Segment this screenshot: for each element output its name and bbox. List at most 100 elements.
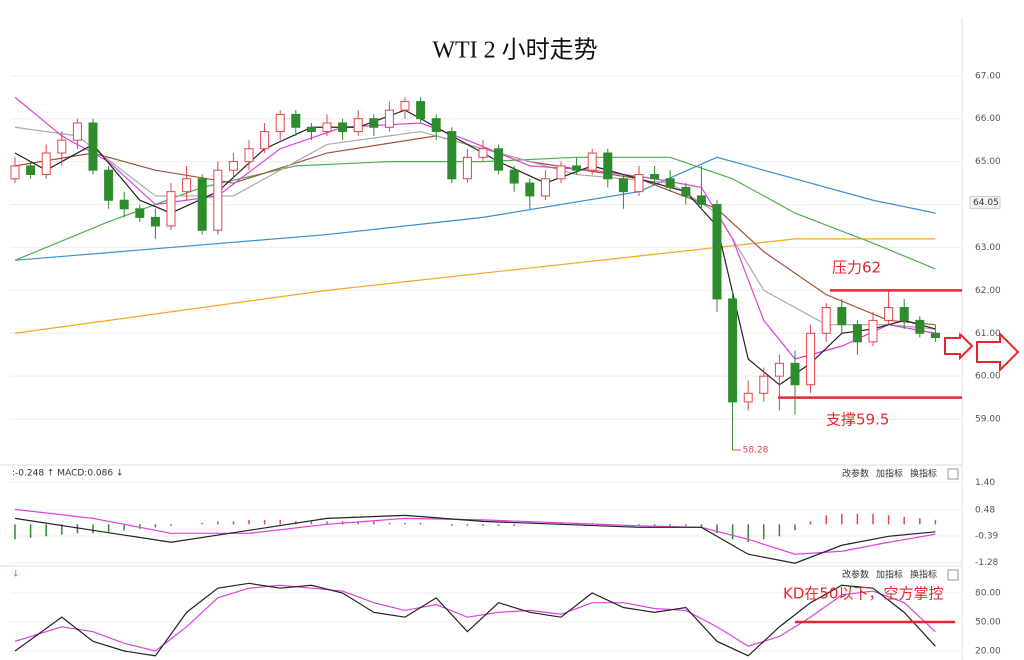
y-tick-label: -1.28 <box>975 558 999 568</box>
candle-body <box>416 101 426 120</box>
candle-body <box>306 126 316 133</box>
candle-body <box>743 392 753 403</box>
candle-body <box>634 173 644 193</box>
candle-body <box>556 165 566 180</box>
candle-body <box>150 216 160 227</box>
arrow-icon <box>976 331 1020 373</box>
panel-button[interactable]: 改参数 <box>842 468 869 480</box>
candle-body <box>431 118 441 133</box>
candle-body <box>650 173 660 180</box>
candle-body <box>400 101 410 111</box>
candle-body <box>353 118 363 133</box>
indicator-line <box>14 109 936 386</box>
panel-button[interactable]: 换指标 <box>910 569 937 581</box>
y-tick-label: 63.00 <box>975 243 1001 253</box>
candle-body <box>244 148 254 163</box>
y-tick-label: 61.00 <box>975 329 1001 339</box>
annotation-text: 压力62 <box>832 259 881 277</box>
candle-body <box>696 195 706 206</box>
candle-body <box>712 204 722 300</box>
candle-body <box>88 122 98 171</box>
y-tick-label: 20.00 <box>975 647 1001 657</box>
candle-body <box>884 307 894 321</box>
last-price-box <box>969 195 1001 209</box>
candle-body <box>790 362 800 386</box>
candle-body <box>759 375 769 394</box>
candle-body <box>603 152 613 180</box>
candle-body <box>447 131 457 180</box>
candle-body <box>665 178 675 188</box>
candle-body <box>41 152 51 175</box>
y-tick-label: -0.39 <box>975 531 999 541</box>
candle-body <box>618 178 628 193</box>
candle-body <box>915 319 925 334</box>
panel-header: ↓ <box>12 570 20 580</box>
candle-body <box>852 324 862 343</box>
candle-body <box>322 122 332 133</box>
y-tick-label: 62.00 <box>975 286 1001 296</box>
candle-body <box>821 307 831 334</box>
panel-header: :-0.248 ↑ MACD:0.086 ↓ <box>12 469 124 479</box>
candle-body <box>930 332 940 339</box>
low-label: 58.28 <box>743 445 769 455</box>
candle-body <box>260 131 270 150</box>
indicator-line <box>14 238 936 334</box>
candle-body <box>10 165 20 180</box>
indicator-line <box>14 582 936 657</box>
candle-body <box>104 169 114 201</box>
annotation-text: 支撑59.5 <box>826 411 889 429</box>
candle-body <box>338 122 348 133</box>
candle-body <box>291 113 301 128</box>
panel-button[interactable]: 换指标 <box>910 468 937 480</box>
candle-body <box>197 178 207 231</box>
candle-body <box>57 139 67 154</box>
y-tick-label: 66.00 <box>975 114 1001 124</box>
candle-body <box>899 307 909 321</box>
y-tick-label: 59.00 <box>975 415 1001 425</box>
close-button[interactable] <box>947 569 959 581</box>
candle-body <box>494 148 504 171</box>
candle-body <box>213 169 223 231</box>
candle-body <box>540 178 550 197</box>
y-tick-label: 1.40 <box>975 478 995 488</box>
candle-body <box>182 178 192 193</box>
candle-body <box>774 362 784 377</box>
candle-body <box>728 298 738 403</box>
y-tick-label: 67.00 <box>975 71 1001 81</box>
panel-button[interactable]: 改参数 <box>842 569 869 581</box>
candle-body <box>369 118 379 128</box>
candle-body <box>119 199 129 210</box>
candle-body <box>478 148 488 158</box>
y-tick-label: 0.48 <box>975 505 995 515</box>
candle-body <box>462 156 472 180</box>
panel-button[interactable]: 加指标 <box>876 569 903 581</box>
candle-body <box>837 307 847 326</box>
candle-body <box>525 182 535 197</box>
candle-body <box>166 191 176 227</box>
candle-body <box>228 161 238 171</box>
candle-body <box>681 186 691 197</box>
y-tick-label: 60.00 <box>975 372 1001 382</box>
y-tick-label: 50.00 <box>975 618 1001 628</box>
last-price-label: 64.05 <box>973 198 999 208</box>
candle-body <box>587 152 597 171</box>
candle-body <box>135 208 145 218</box>
candle-body <box>384 109 394 128</box>
candle-body <box>509 169 519 184</box>
arrow-icon <box>944 331 974 361</box>
indicator-line <box>14 584 936 652</box>
panel-button[interactable]: 加指标 <box>876 468 903 480</box>
candle-body <box>26 165 36 175</box>
candle-body <box>72 122 82 141</box>
candle-body <box>572 165 582 171</box>
candle-body <box>806 332 816 386</box>
chart-title: WTI 2 小时走势 <box>432 37 597 64</box>
candle-body <box>275 113 285 133</box>
y-tick-label: 80.00 <box>975 589 1001 599</box>
y-tick-label: 65.00 <box>975 157 1001 167</box>
close-button[interactable] <box>947 468 959 480</box>
indicator-line <box>14 508 936 555</box>
candle-body <box>868 319 878 343</box>
annotation-text: KD在50以下，空方掌控 <box>783 585 943 603</box>
